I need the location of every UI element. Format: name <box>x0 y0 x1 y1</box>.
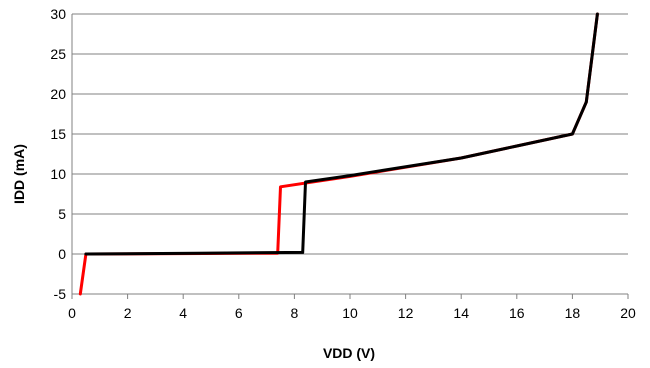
x-axis-title: VDD (V) <box>323 345 375 361</box>
x-tick-label: 14 <box>453 305 469 321</box>
y-tick-label: 15 <box>50 126 66 142</box>
y-tick-label: 30 <box>50 6 66 22</box>
series-line-2 <box>84 12 599 256</box>
x-tick-label: 18 <box>565 305 581 321</box>
x-tick-label: 6 <box>235 305 243 321</box>
x-tick-label: 12 <box>398 305 414 321</box>
x-tick-label: 20 <box>620 305 636 321</box>
y-tick-label: 10 <box>50 166 66 182</box>
series-group <box>78 12 599 296</box>
y-tick-label: 5 <box>58 206 66 222</box>
y-axis-title: IDD (mA) <box>11 144 27 204</box>
y-tick-label: -5 <box>54 286 67 302</box>
x-tick-label: 8 <box>291 305 299 321</box>
axes <box>71 14 629 299</box>
x-tick-label: 4 <box>179 305 187 321</box>
y-tick-label: 25 <box>50 46 66 62</box>
x-tick-label: 16 <box>509 305 525 321</box>
x-tick-label: 0 <box>68 305 76 321</box>
y-tick-label: 20 <box>50 86 66 102</box>
x-tick-label: 10 <box>342 305 358 321</box>
x-tick-label: 2 <box>124 305 132 321</box>
y-tick-label: 0 <box>58 246 66 262</box>
